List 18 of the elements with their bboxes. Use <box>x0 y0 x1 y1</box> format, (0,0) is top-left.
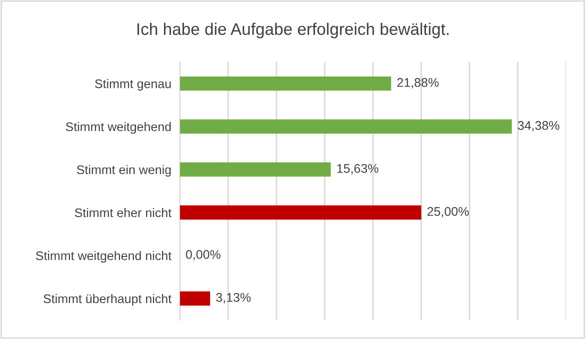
bar <box>180 119 512 134</box>
y-tick-label: Stimmt genau <box>95 79 171 91</box>
y-tick-label: Stimmt weitgehend <box>66 122 171 134</box>
y-tick-label: Stimmt überhaupt nicht <box>44 294 172 306</box>
bar <box>180 162 331 177</box>
bar <box>180 205 422 220</box>
y-tick-label: Stimmt eher nicht <box>74 208 172 218</box>
data-label: 15,63% <box>337 164 378 174</box>
data-label: 3,13% <box>216 293 251 304</box>
data-label: 25,00% <box>427 207 469 218</box>
data-label: 34,38% <box>518 121 560 132</box>
data-label: 0,00% <box>186 250 220 260</box>
data-label: 21,88% <box>397 78 439 88</box>
bar <box>180 291 210 306</box>
y-tick-label: Stimmt weitgehend nicht <box>36 250 172 263</box>
chart-title: Ich habe die Aufgabe erfolgreich bewältigt. <box>137 22 449 38</box>
bar <box>180 76 392 91</box>
y-tick-label: Stimmt ein wenig <box>76 165 171 177</box>
